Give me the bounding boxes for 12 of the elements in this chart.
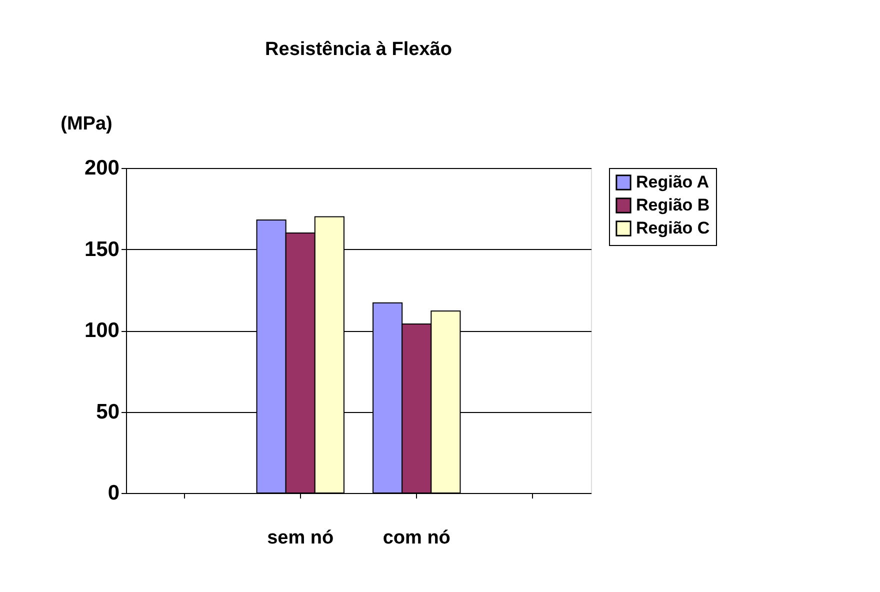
chart-title: Resistência à Flexão xyxy=(265,39,452,60)
y-tick-label: 100 xyxy=(84,319,120,342)
y-tick-label: 0 xyxy=(108,482,120,504)
legend-label: Região B xyxy=(636,196,710,214)
legend-label: Região A xyxy=(636,172,710,192)
y-axis-title: (MPa) xyxy=(60,114,112,134)
y-tick-label: 200 xyxy=(84,156,120,180)
y-tick-label: 50 xyxy=(96,400,120,424)
x-tick-label: sem nó xyxy=(267,528,334,548)
legend-label: Região C xyxy=(636,218,710,238)
x-tick-label: com nó xyxy=(382,528,450,548)
y-tick-label: 150 xyxy=(84,238,120,261)
